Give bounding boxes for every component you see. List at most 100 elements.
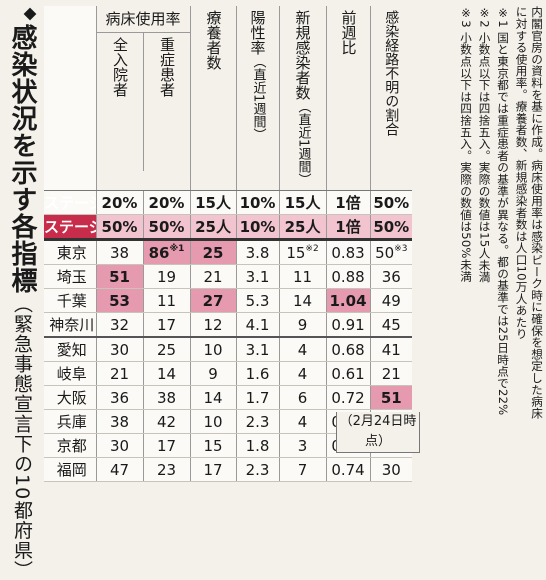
cell-number: 4 (297, 412, 308, 431)
cell-number: 0.68 (331, 340, 365, 359)
cell-value: 25 (190, 239, 237, 266)
cell-number: 1.04 (329, 291, 367, 310)
cell-value: 21 (190, 264, 237, 290)
cell-value: 11 (143, 288, 191, 314)
cell-value: 12 (190, 312, 237, 339)
cell-number: 38 (109, 412, 130, 431)
cell-value: 15 (190, 433, 237, 459)
cell-number: 30 (109, 436, 130, 455)
cell-value: 14 (279, 288, 327, 314)
cell-number: 0.88 (331, 267, 365, 286)
cell-value: 11 (279, 264, 327, 290)
cell-value: 45 (370, 312, 413, 339)
cell-number: 7 (297, 460, 308, 479)
cell-number: 0.83 (331, 243, 365, 262)
indicator-table: 病床使用率 全入院者 重症患者 療養者数 陽性率（直近1週間） 新規感染者数（直… (44, 6, 413, 483)
cell-value: 9 (279, 312, 327, 339)
cell-value: 0.74 (326, 457, 371, 483)
cell-value: 3.1 (236, 337, 280, 363)
cell-value: 30 (370, 457, 413, 483)
cell-value: 51 (370, 385, 413, 411)
stage-label: ステージ3 (44, 190, 97, 216)
footnote-3: ※3 小数点以下は四捨五入。実際の数値は50%未満 (459, 6, 473, 283)
cell-value: 36 (96, 385, 144, 411)
cell-number: 4 (297, 364, 308, 383)
cell-value: 53 (96, 288, 144, 314)
note-mark: ※3 (394, 243, 408, 254)
cell-number: 15 (203, 436, 223, 455)
footnotes: 内閣官房の資料を基に作成。病床使用率は感染ピーク時に確保を想定した病床に対する使… (416, 6, 544, 424)
cell-number: 53 (109, 291, 130, 310)
cell-number: 51 (109, 267, 130, 286)
table-row: 神奈川 32 17 12 4.1 9 0.91 45 (44, 312, 413, 339)
cell-number: 0.61 (331, 364, 365, 383)
cell-value: 19 (143, 264, 191, 290)
footnote-2: ※2 小数点以下は四捨五入。実際の数値は15人未満 (477, 6, 492, 283)
cell-value: 2.3 (236, 409, 280, 435)
cell-number: 1.6 (245, 364, 270, 383)
cell-value: 4 (279, 409, 327, 435)
cell-value: 4 (279, 361, 327, 387)
table-row: 埼玉 51 19 21 3.1 11 0.88 36 (44, 264, 413, 290)
stage-value: 25人 (190, 214, 237, 242)
prefecture-name: 岐阜 (44, 361, 97, 387)
header-all-inpatients: 全入院者 (111, 37, 129, 97)
table-row: 大阪 36 38 14 1.7 6 0.72 51 (44, 385, 413, 411)
table-row: 岐阜 21 14 9 1.6 4 0.61 21 (44, 361, 413, 387)
cell-number: 9 (208, 364, 218, 383)
header-new-cases-paren: （直近1週間） (295, 100, 311, 187)
cell-number: 49 (381, 291, 401, 310)
cell-number: 36 (381, 267, 401, 286)
cell-number: 45 (381, 315, 401, 334)
cell-value: 3.8 (236, 239, 280, 266)
cell-number: 17 (203, 460, 223, 479)
cell-number: 0.91 (331, 315, 365, 334)
cell-value: 36 (370, 264, 413, 290)
cell-value: 32 (96, 312, 144, 339)
cell-number: 21 (381, 364, 401, 383)
cell-number: 38 (156, 388, 177, 407)
cell-number: 3.1 (245, 267, 270, 286)
header-hospital-group: 病床使用率 全入院者 重症患者 (96, 6, 191, 192)
cell-value: 17 (190, 457, 237, 483)
stage-value: 15人 (190, 190, 237, 216)
cell-number: 23 (156, 460, 177, 479)
cell-value: 3 (279, 433, 327, 459)
cell-value: 47 (96, 457, 144, 483)
stage-value: 20% (96, 190, 144, 216)
cell-value: 17 (143, 312, 191, 339)
cell-number: 0.72 (331, 388, 365, 407)
stage-value: 15人 (279, 190, 327, 216)
table-row: 千葉 53 11 27 5.3 14 1.04 49 (44, 288, 413, 314)
cell-number: 30 (109, 340, 130, 359)
cell-number: 14 (203, 388, 223, 407)
cell-value: 1.8 (236, 433, 280, 459)
header-row: 病床使用率 全入院者 重症患者 療養者数 陽性率（直近1週間） 新規感染者数（直… (44, 6, 413, 192)
cell-number: 10 (203, 340, 223, 359)
cell-number: 19 (156, 267, 177, 286)
cell-number: 50 (375, 243, 395, 262)
stage-value: 50% (370, 214, 413, 242)
cell-number: 14 (292, 291, 313, 310)
cell-value: 3.1 (236, 264, 280, 290)
diamond-icon (23, 7, 36, 21)
cell-number: 9 (297, 315, 308, 334)
cell-number: 1.8 (245, 436, 270, 455)
cell-value: 0.88 (326, 264, 371, 290)
prefecture-name: 埼玉 (44, 264, 97, 290)
table-row: 東京 38 86※1 25 3.8 15※2 0.83 50※3 (44, 239, 413, 266)
cell-number: 21 (203, 267, 223, 286)
cell-value: 0.61 (326, 361, 371, 387)
header-positivity-cell: 陽性率（直近1週間） (236, 6, 280, 192)
cell-value: 14 (190, 385, 237, 411)
header-recuperating-cell: 療養者数 (190, 6, 237, 192)
header-positivity-paren: （直近1週間） (250, 55, 266, 142)
page-title-block: 感染状況を示す各指標（緊急事態宣言下の10都府県） (4, 4, 40, 580)
cell-number: 5.3 (245, 291, 270, 310)
cell-value: 4.1 (236, 312, 280, 339)
header-hospital-label: 病床使用率 (96, 6, 190, 33)
page-title: 感染状況を示す各指標 (7, 24, 37, 294)
cell-value: 25 (143, 337, 191, 363)
